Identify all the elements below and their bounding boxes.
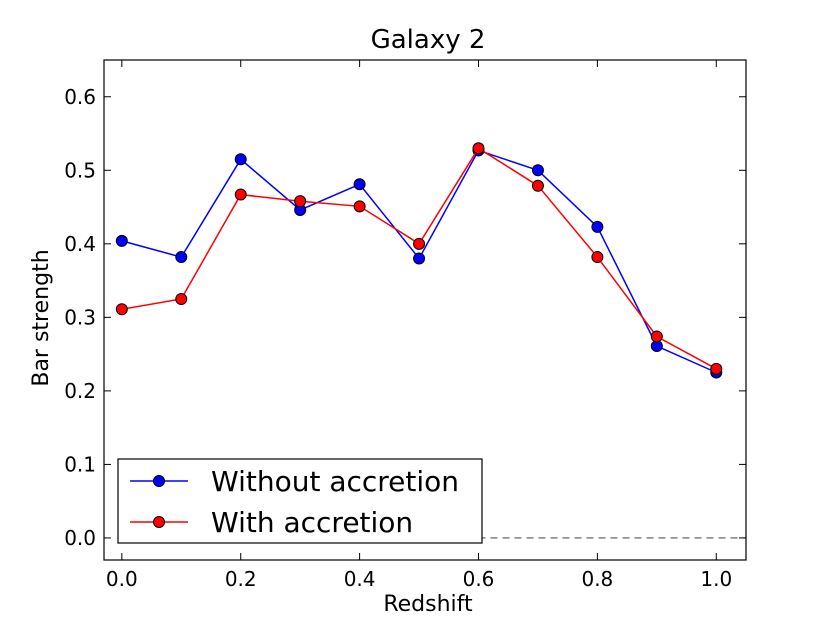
legend-marker-without-accretion [153,475,165,487]
data-point-with-accretion [413,237,426,250]
data-point-without-accretion [413,252,426,265]
y-tick-label: 0.5 [64,158,96,182]
legend-marker-with-accretion [153,516,165,528]
x-tick-label: 0.8 [581,567,613,591]
y-tick-label: 0.1 [64,452,96,476]
x-tick-label: 1.0 [700,567,732,591]
data-point-with-accretion [294,195,307,208]
y-tick-label: 0.4 [64,232,96,256]
y-tick-label: 0.0 [64,526,96,550]
data-point-without-accretion [591,220,604,233]
data-point-without-accretion [531,164,544,177]
legend-box [117,458,483,544]
data-point-with-accretion [710,362,723,375]
y-tick-label: 0.6 [64,85,96,109]
x-axis-label: Redshift [383,592,473,617]
legend-label-with-accretion: With accretion [211,506,413,539]
legend: Without accretion With accretion [117,458,483,544]
data-point-with-accretion [234,188,247,201]
data-point-with-accretion [472,142,485,155]
data-point-with-accretion [591,251,604,264]
data-point-without-accretion [115,234,128,247]
data-point-with-accretion [650,330,663,343]
x-tick-label: 0.0 [106,567,138,591]
x-tick-label: 0.6 [463,567,495,591]
y-axis-label: Bar strength [29,249,54,386]
y-tick-label: 0.3 [64,305,96,329]
legend-label-without-accretion: Without accretion [211,465,459,498]
data-point-with-accretion [353,200,366,213]
y-tick-label: 0.2 [64,379,96,403]
data-point-without-accretion [175,251,188,264]
data-point-without-accretion [234,153,247,166]
x-tick-label: 0.4 [344,567,376,591]
plot-area: 0.0 0.2 0.4 0.6 0.8 1.0 0.0 0.1 0.2 0.3 0.4 0.5 0.6 [64,59,747,591]
data-point-with-accretion [115,303,128,316]
data-point-with-accretion [531,179,544,192]
data-point-without-accretion [353,178,366,191]
chart-title: Galaxy 2 [371,25,486,55]
x-tick-label: 0.2 [225,567,257,591]
axes-frame [103,59,747,561]
data-point-with-accretion [175,292,188,305]
